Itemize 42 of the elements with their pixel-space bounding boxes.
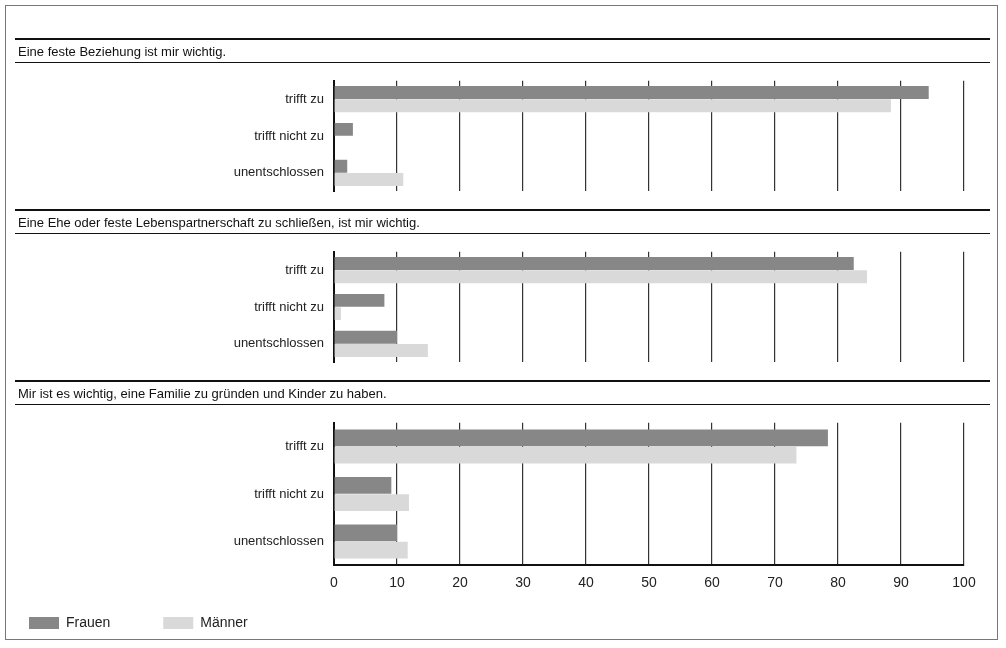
x-tick-label: 40 [578, 574, 594, 591]
bar [334, 477, 392, 494]
y-tick-label: trifft nicht zu [254, 298, 324, 314]
bar [334, 429, 828, 447]
y-tick-label: unentschlossen [233, 164, 324, 180]
bar [334, 541, 408, 559]
bar [334, 159, 348, 173]
legend-label: Frauen [66, 613, 150, 630]
y-tick-label: trifft zu [285, 438, 324, 454]
bar [334, 293, 385, 307]
legend-label: Männer [200, 613, 287, 630]
x-tick-label: 80 [830, 574, 846, 591]
bar [334, 494, 409, 511]
text: Eine feste Beziehung ist mir wichtig. [15, 38, 990, 63]
bar [334, 257, 854, 271]
x-tick-label: 70 [767, 574, 783, 591]
bar [334, 172, 404, 186]
bar [334, 343, 428, 357]
bar [334, 122, 353, 136]
bar [334, 330, 397, 344]
x-tick-label: 90 [893, 574, 909, 591]
y-tick-label: unentschlossen [233, 533, 324, 549]
bar [334, 86, 929, 100]
y-tick-label: trifft nicht zu [254, 485, 324, 501]
x-tick-label: 10 [389, 574, 405, 591]
y-tick-label: trifft zu [285, 90, 324, 106]
text: Mir ist es wichtig, eine Familie zu gründen und Kinder zu haben. [15, 380, 990, 405]
x-tick-label: 30 [515, 574, 531, 591]
bar [334, 524, 397, 542]
bar [334, 446, 797, 464]
x-tick-label: 50 [641, 574, 657, 591]
y-tick-label: trifft zu [285, 261, 324, 277]
bar [334, 99, 891, 113]
bar [334, 307, 341, 321]
x-tick-label: 60 [704, 574, 720, 591]
x-tick-label: 20 [452, 574, 468, 591]
y-tick-label: unentschlossen [233, 335, 324, 351]
bar [334, 270, 867, 284]
text: Eine Ehe oder feste Lebenspartnerschaft zu schließen, ist mir wichtig. [15, 209, 990, 234]
x-tick-label: 0 [330, 574, 339, 591]
y-tick-label: trifft nicht zu [254, 127, 324, 143]
x-tick-label: 100 [952, 574, 976, 591]
